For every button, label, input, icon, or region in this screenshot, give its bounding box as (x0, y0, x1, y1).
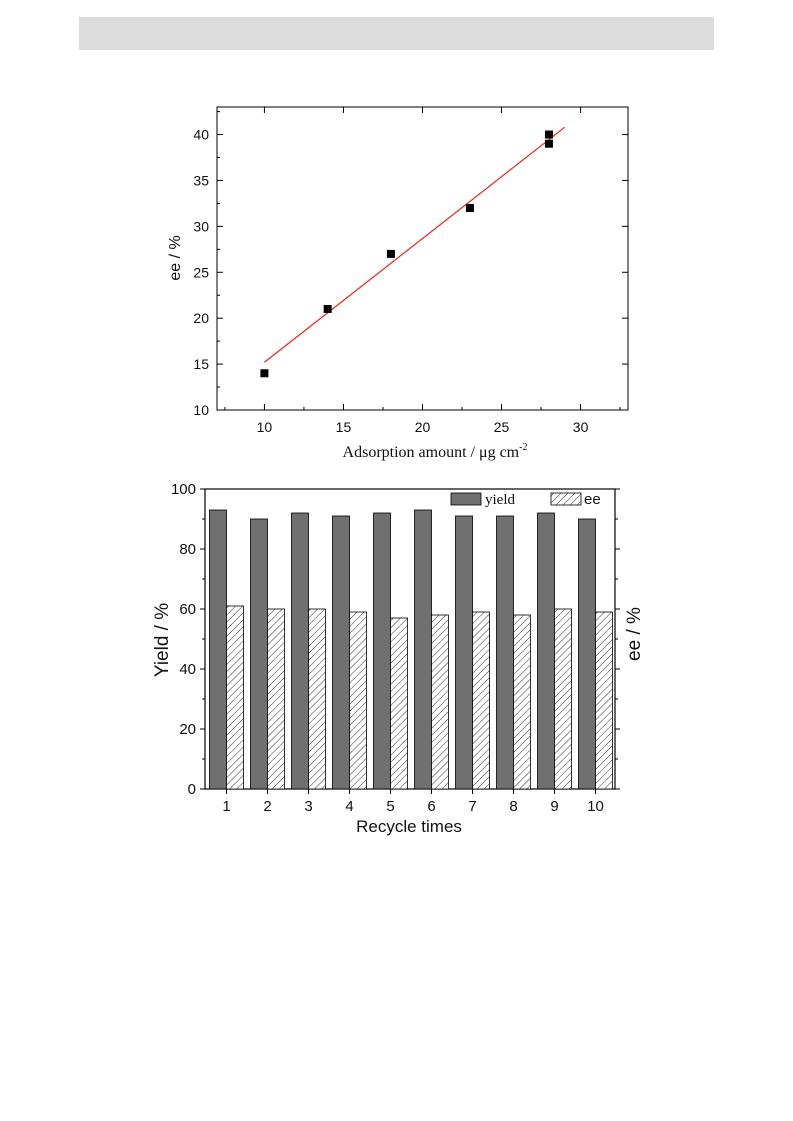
x-axis-label: Recycle times (356, 817, 462, 836)
bar-yield (537, 512, 555, 790)
y-tick-label: 60 (179, 601, 196, 618)
data-point (544, 130, 553, 139)
y-axis-label: Yield / % (152, 603, 173, 677)
y-tick-label: 0 (188, 781, 196, 798)
y-tick-label: 40 (193, 127, 209, 143)
fit-line (264, 126, 566, 363)
y-tick-label: 80 (179, 541, 196, 558)
bar-ee (431, 614, 449, 790)
bar-ee (595, 611, 613, 790)
legend-swatch-yield (450, 492, 482, 506)
y-tick-label: 15 (193, 356, 209, 372)
y-axis-label-right: ee / % (624, 607, 645, 661)
bar-yield (414, 509, 432, 790)
data-point (386, 249, 395, 258)
y-tick-label: 35 (193, 172, 209, 188)
bar-yield (455, 515, 473, 790)
x-tick-label: 20 (415, 419, 431, 435)
y-tick-label: 40 (179, 661, 196, 678)
data-point (260, 369, 269, 378)
x-tick-label: 25 (494, 419, 510, 435)
x-tick-label: 8 (509, 798, 517, 815)
x-axis-label-text: Adsorption amount / μg cm (343, 444, 520, 461)
bar-yield (496, 515, 514, 790)
x-tick-label: 3 (304, 798, 312, 815)
x-tick-label: 7 (468, 798, 476, 815)
data-point (465, 204, 474, 212)
x-tick-label: 15 (336, 419, 352, 435)
x-tick-label: 6 (427, 798, 435, 815)
x-axis-label-superscript: -2 (519, 442, 527, 453)
x-tick-label: 2 (263, 798, 271, 815)
x-tick-label: 5 (386, 798, 394, 815)
x-axis-label: Adsorption amount / μg cm-2 (343, 442, 528, 461)
y-tick-label: 100 (171, 481, 196, 498)
y-tick-label: 10 (193, 402, 209, 418)
bar-ee (267, 608, 285, 790)
x-tick-label: 4 (345, 798, 353, 815)
x-tick-label: 10 (587, 798, 604, 815)
data-point (323, 305, 332, 313)
y-tick-label: 20 (193, 310, 209, 326)
y-axis-label: ee / % (167, 235, 184, 280)
bar-ee (226, 605, 244, 790)
data-point (544, 139, 553, 148)
bar-yield (209, 509, 227, 790)
legend-label-yield: yield (485, 492, 515, 508)
bar-ee (554, 608, 572, 790)
y-tick-label: 30 (193, 218, 209, 234)
y-tick-label: 20 (179, 721, 196, 738)
bar-ee (390, 617, 408, 790)
bar-ee (472, 611, 490, 790)
bar-ee (349, 611, 367, 790)
x-tick-label: 1 (222, 798, 230, 815)
bar-yield (332, 515, 350, 790)
x-tick-label: 10 (257, 419, 273, 435)
bar-ee (308, 608, 326, 790)
x-tick-label: 9 (550, 798, 558, 815)
bar-yield (291, 512, 309, 790)
y-tick-label: 25 (193, 264, 209, 280)
bar-yield (373, 512, 391, 790)
x-tick-label: 30 (573, 419, 589, 435)
legend-label-ee: ee (584, 491, 601, 508)
page-header-bar (79, 17, 714, 50)
legend-swatch-ee (550, 492, 582, 506)
bar-yield (250, 518, 268, 790)
bar-yield (578, 518, 596, 790)
bar-ee (513, 614, 531, 790)
